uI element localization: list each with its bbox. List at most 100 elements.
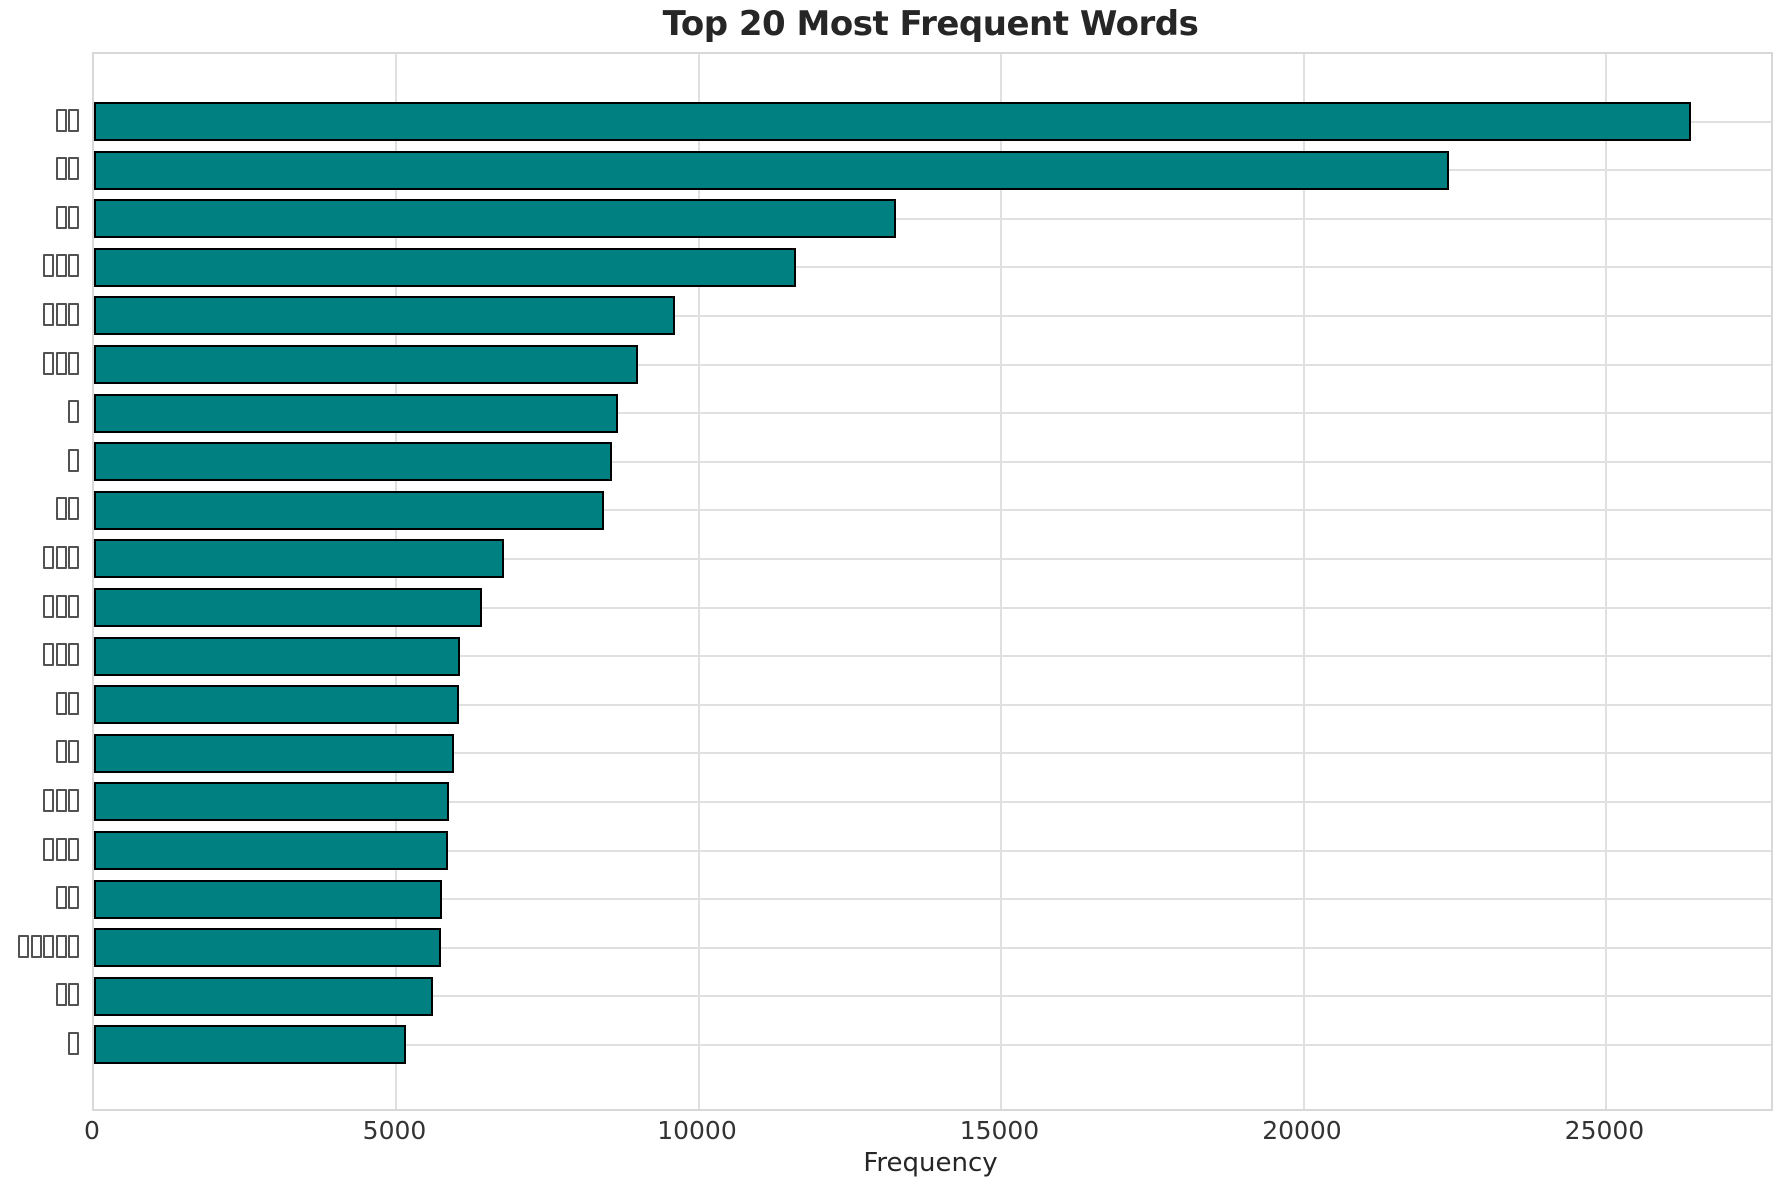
gridline-vertical <box>697 54 700 1109</box>
gridline-horizontal <box>94 849 1771 852</box>
y-tick-label <box>0 447 79 473</box>
frequency-bar <box>94 879 442 919</box>
missing-glyph-box <box>55 934 67 958</box>
x-tick-label: 5000 <box>362 1116 427 1145</box>
frequency-bar <box>94 1025 407 1065</box>
y-tick-label <box>0 301 79 327</box>
frequency-bar <box>94 345 639 384</box>
gridline-horizontal <box>94 412 1771 415</box>
frequency-bar <box>94 928 441 968</box>
x-tick-label: 25000 <box>1564 1116 1645 1145</box>
gridline-horizontal <box>94 460 1771 463</box>
frequency-bar <box>94 296 675 336</box>
gridline-horizontal <box>94 1043 1771 1046</box>
frequency-bar <box>94 733 454 773</box>
missing-glyph-box <box>43 934 54 958</box>
missing-glyph-box <box>68 934 79 958</box>
missing-glyph-box <box>55 983 67 1007</box>
y-tick-label <box>0 544 79 570</box>
gridline-vertical <box>1302 54 1305 1109</box>
gridline-horizontal <box>94 217 1771 220</box>
gridline-horizontal <box>94 557 1771 560</box>
y-tick-label <box>0 933 79 959</box>
gridline-horizontal <box>94 752 1771 755</box>
frequency-bar <box>94 150 1450 190</box>
frequency-bar <box>94 539 505 579</box>
gridline-horizontal <box>94 314 1771 317</box>
missing-glyph-box <box>43 545 54 569</box>
frequency-bar <box>94 247 796 287</box>
missing-glyph-box <box>68 740 79 764</box>
gridline-horizontal <box>94 606 1771 609</box>
missing-glyph-box <box>55 351 67 375</box>
missing-glyph-box <box>68 1031 79 1055</box>
y-tick-label <box>0 350 79 376</box>
y-tick-label <box>0 787 79 813</box>
gridline-vertical <box>1000 54 1003 1109</box>
missing-glyph-box <box>55 302 67 326</box>
x-tick-label: 0 <box>84 1116 100 1145</box>
frequency-bar <box>94 588 482 627</box>
x-tick-label: 10000 <box>657 1116 737 1145</box>
missing-glyph-box <box>68 351 79 375</box>
missing-glyph-box <box>68 448 79 472</box>
frequency-bar <box>94 685 459 725</box>
frequency-bar <box>94 831 448 870</box>
gridline-horizontal <box>94 266 1771 269</box>
missing-glyph-box <box>55 691 67 715</box>
missing-glyph-box <box>68 886 79 910</box>
missing-glyph-box <box>68 983 79 1007</box>
missing-glyph-box <box>55 205 67 229</box>
frequency-bar <box>94 102 1692 141</box>
frequency-bar <box>94 976 433 1016</box>
missing-glyph-box <box>43 254 54 278</box>
missing-glyph-box <box>55 594 67 618</box>
missing-glyph-box <box>43 643 54 667</box>
y-tick-label <box>0 981 79 1007</box>
plot-area <box>92 52 1773 1111</box>
missing-glyph-box <box>68 157 79 181</box>
gridline-vertical <box>395 54 398 1109</box>
missing-glyph-box <box>43 788 54 812</box>
missing-glyph-box <box>55 788 67 812</box>
missing-glyph-box <box>43 594 54 618</box>
missing-glyph-box <box>68 837 79 861</box>
missing-glyph-box <box>55 545 67 569</box>
frequency-bar <box>94 393 618 433</box>
y-tick-label <box>0 884 79 910</box>
missing-glyph-box <box>55 497 67 521</box>
missing-glyph-box <box>68 108 79 132</box>
missing-glyph-box <box>43 351 54 375</box>
x-axis-title: Frequency <box>863 1148 998 1178</box>
y-tick-label <box>0 1030 79 1056</box>
missing-glyph-box <box>68 302 79 326</box>
y-tick-label <box>0 593 79 619</box>
y-tick-label <box>0 252 79 278</box>
frequency-bar <box>94 199 896 239</box>
gridline-horizontal <box>94 898 1771 901</box>
missing-glyph-box <box>55 886 67 910</box>
missing-glyph-box <box>68 643 79 667</box>
missing-glyph-box <box>55 108 67 132</box>
missing-glyph-box <box>55 643 67 667</box>
y-tick-label <box>0 836 79 862</box>
missing-glyph-box <box>55 254 67 278</box>
missing-glyph-box <box>68 545 79 569</box>
missing-glyph-box <box>68 205 79 229</box>
missing-glyph-box <box>55 157 67 181</box>
frequency-bar <box>94 490 604 530</box>
missing-glyph-box <box>55 837 67 861</box>
y-tick-label <box>0 738 79 764</box>
missing-glyph-box <box>68 594 79 618</box>
gridline-horizontal <box>94 995 1771 998</box>
missing-glyph-box <box>43 837 54 861</box>
gridline-horizontal <box>94 703 1771 706</box>
gridline-vertical <box>1605 54 1608 1109</box>
x-tick-label: 20000 <box>1262 1116 1342 1145</box>
chart-title: Top 20 Most Frequent Words <box>662 4 1199 44</box>
frequency-bar <box>94 442 612 482</box>
frequency-bar <box>94 636 460 676</box>
gridline-horizontal <box>94 800 1771 803</box>
x-tick-label: 15000 <box>959 1116 1040 1145</box>
